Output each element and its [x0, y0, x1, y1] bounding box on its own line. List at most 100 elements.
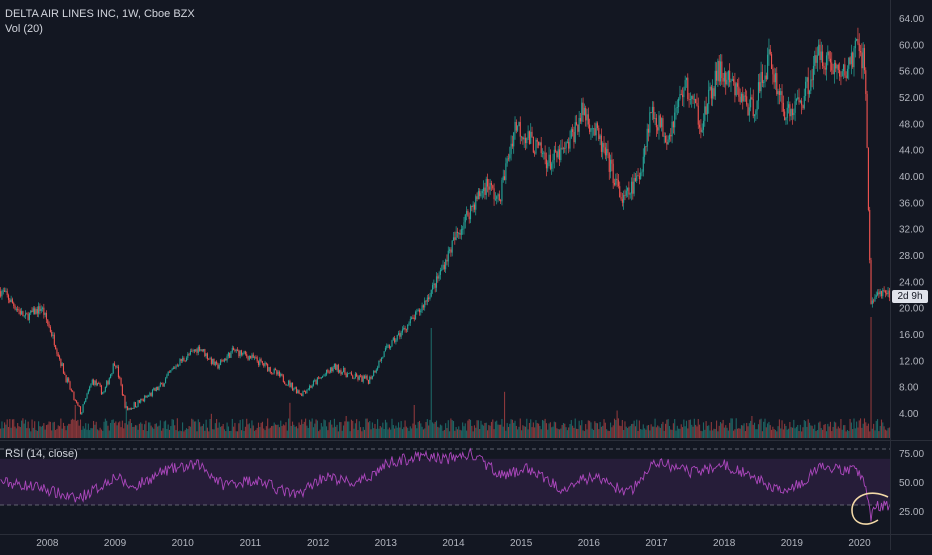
candle[interactable] — [153, 388, 155, 390]
candle[interactable] — [375, 369, 377, 373]
candle[interactable] — [869, 209, 871, 261]
candle[interactable] — [570, 129, 572, 138]
candle[interactable] — [594, 128, 596, 136]
candle[interactable] — [305, 391, 307, 394]
candle[interactable] — [302, 391, 304, 396]
candle[interactable] — [18, 309, 20, 311]
candle[interactable] — [426, 297, 428, 302]
candle[interactable] — [231, 347, 233, 352]
candle[interactable] — [145, 395, 147, 398]
candle[interactable] — [623, 194, 625, 203]
candle[interactable] — [549, 154, 551, 169]
candle[interactable] — [867, 147, 869, 210]
candle[interactable] — [202, 349, 205, 352]
candle[interactable] — [744, 95, 746, 97]
candle[interactable] — [709, 86, 711, 90]
candle[interactable] — [791, 109, 794, 116]
candle[interactable] — [688, 99, 690, 100]
candle[interactable] — [670, 135, 672, 137]
candle[interactable] — [777, 91, 779, 95]
candle[interactable] — [604, 147, 606, 156]
candle[interactable] — [401, 329, 404, 333]
candle[interactable] — [352, 375, 354, 379]
candle[interactable] — [64, 373, 66, 375]
candle[interactable] — [57, 353, 59, 357]
candle[interactable] — [136, 406, 138, 408]
candle[interactable] — [197, 346, 199, 353]
candle[interactable] — [469, 205, 472, 220]
candle[interactable] — [547, 162, 549, 169]
candle[interactable] — [526, 138, 528, 144]
candle[interactable] — [413, 317, 415, 320]
price-pane[interactable] — [0, 27, 890, 415]
candle[interactable] — [123, 395, 125, 396]
candle[interactable] — [205, 353, 207, 357]
candle[interactable] — [268, 367, 270, 371]
candle[interactable] — [507, 158, 510, 160]
candle[interactable] — [124, 395, 126, 408]
candle[interactable] — [640, 172, 642, 180]
candle[interactable] — [121, 385, 123, 396]
candle[interactable] — [517, 126, 519, 131]
candle[interactable] — [886, 292, 888, 295]
candle[interactable] — [842, 64, 845, 72]
candle[interactable] — [343, 367, 345, 372]
candle[interactable] — [712, 88, 714, 99]
candle[interactable] — [668, 135, 671, 140]
candle[interactable] — [303, 391, 305, 392]
candle[interactable] — [486, 178, 489, 187]
candle[interactable] — [878, 292, 880, 295]
candle[interactable] — [328, 371, 330, 373]
candle[interactable] — [765, 75, 767, 80]
candle[interactable] — [468, 216, 470, 220]
candle[interactable] — [95, 380, 97, 385]
candle[interactable] — [458, 232, 460, 234]
candle[interactable] — [548, 154, 550, 163]
candle[interactable] — [357, 376, 359, 380]
candle[interactable] — [716, 70, 718, 81]
candle[interactable] — [384, 347, 386, 352]
candle[interactable] — [630, 181, 633, 194]
candle[interactable] — [625, 190, 627, 196]
candle[interactable] — [581, 102, 583, 122]
candle[interactable] — [449, 249, 451, 251]
candle[interactable] — [442, 264, 444, 270]
candle[interactable] — [418, 309, 421, 313]
candle[interactable] — [107, 381, 109, 385]
candle[interactable] — [493, 188, 495, 200]
candle[interactable] — [157, 386, 159, 391]
candle[interactable] — [183, 357, 185, 361]
candle[interactable] — [62, 363, 65, 374]
candle[interactable] — [250, 355, 252, 359]
candle[interactable] — [764, 75, 766, 82]
candle[interactable] — [187, 353, 189, 358]
candle[interactable] — [43, 307, 45, 315]
candle[interactable] — [740, 93, 742, 102]
candle[interactable] — [566, 141, 568, 143]
candle[interactable] — [30, 310, 32, 314]
candle[interactable] — [753, 114, 756, 116]
candle[interactable] — [117, 366, 119, 378]
candle[interactable] — [661, 118, 663, 127]
candle[interactable] — [831, 62, 833, 71]
candle[interactable] — [888, 290, 890, 298]
candle[interactable] — [704, 106, 706, 121]
candle[interactable] — [803, 95, 805, 109]
candle[interactable] — [642, 156, 644, 172]
candle[interactable] — [35, 309, 37, 315]
candle[interactable] — [663, 135, 665, 137]
candle[interactable] — [519, 122, 521, 137]
candle[interactable] — [865, 70, 867, 94]
candle[interactable] — [247, 356, 249, 360]
candle[interactable] — [83, 402, 85, 405]
candle[interactable] — [52, 334, 54, 336]
candle[interactable] — [769, 49, 771, 55]
rsi-indicator-label[interactable]: RSI (14, close) — [5, 448, 78, 460]
candle[interactable] — [852, 52, 854, 68]
candle[interactable] — [79, 406, 82, 415]
candle[interactable] — [132, 408, 134, 409]
candle[interactable] — [462, 228, 464, 230]
candle[interactable] — [166, 375, 168, 379]
candle[interactable] — [41, 307, 44, 309]
candle[interactable] — [860, 51, 862, 53]
